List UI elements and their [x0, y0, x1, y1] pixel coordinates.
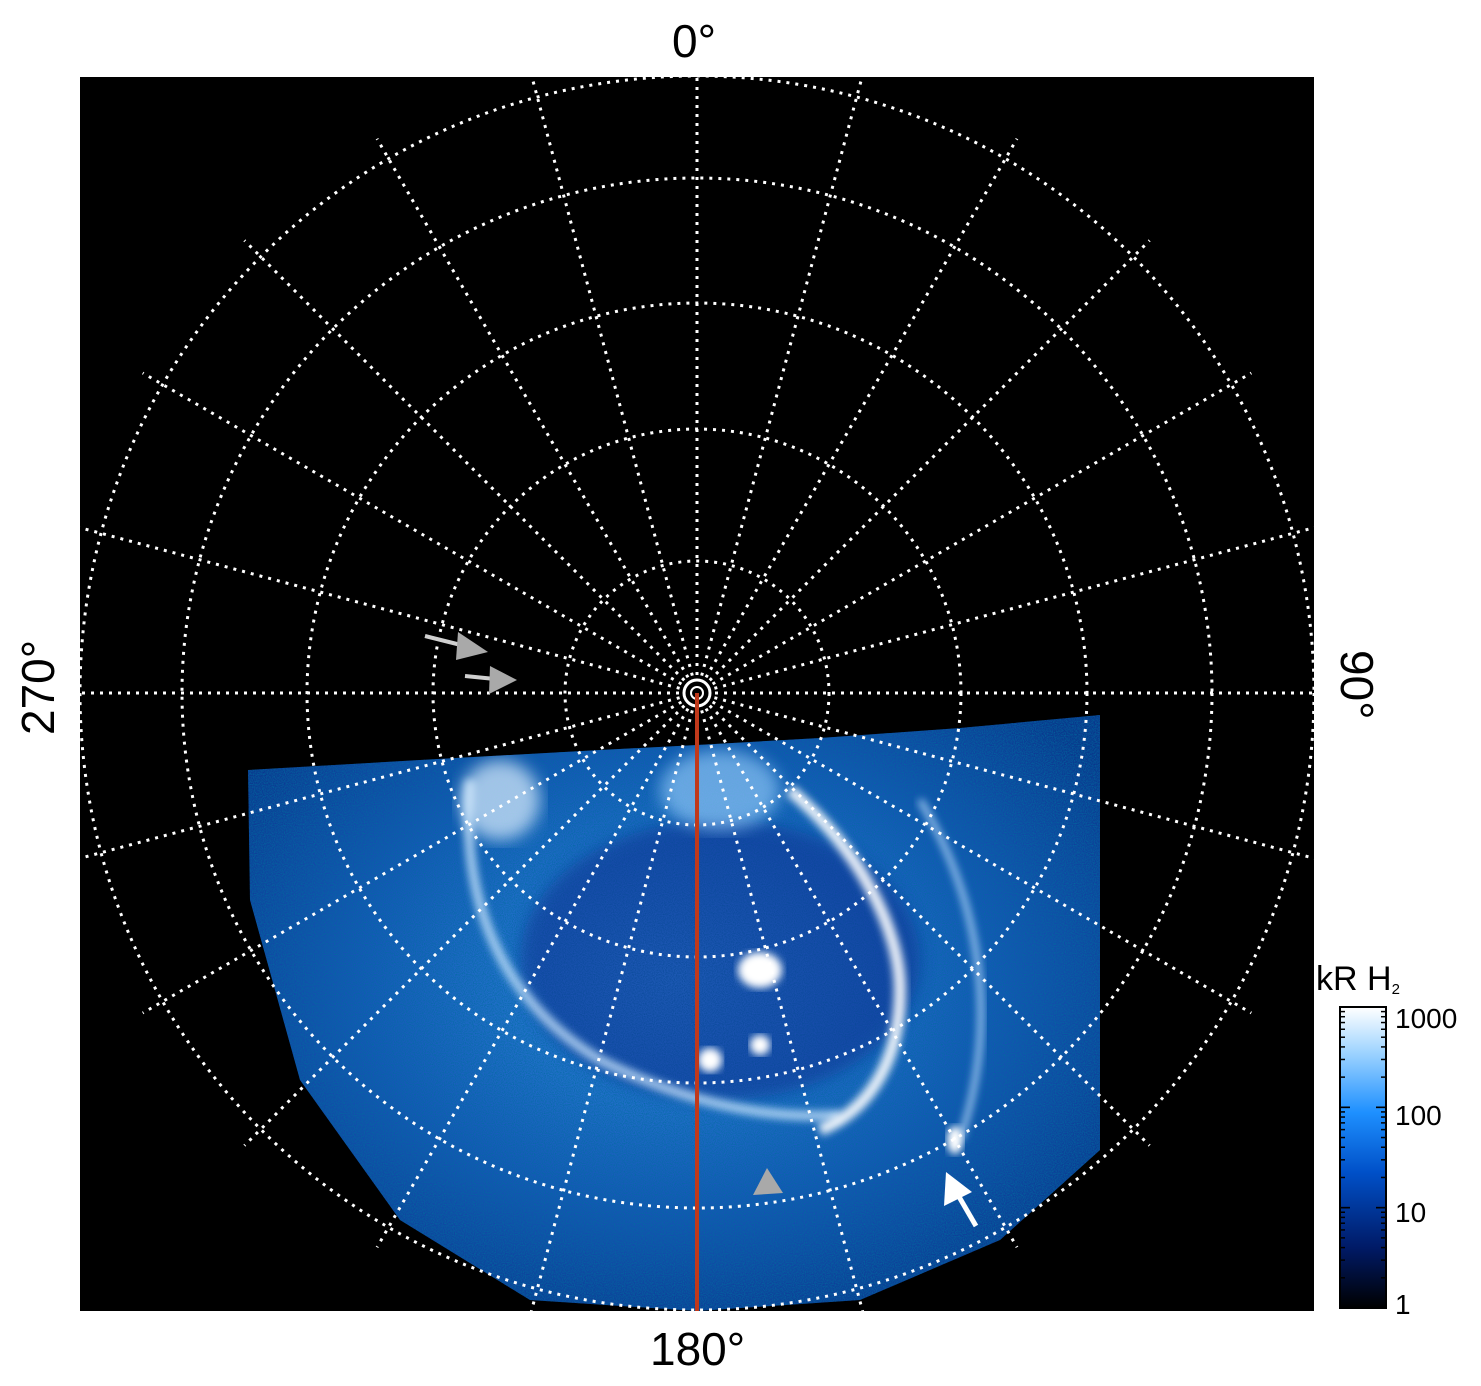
- arrow-gray-lower: [464, 666, 517, 694]
- colorbar-tick-label: 10: [1395, 1197, 1427, 1228]
- colorbar-tick-label: 1000: [1395, 1003, 1458, 1034]
- colorbar: [1339, 1006, 1387, 1309]
- arrowhead-gray-bottom: [753, 1168, 783, 1195]
- colorbar-ticks: [1340, 1006, 1386, 1309]
- colorbar-title-subscript: 2: [1391, 981, 1400, 998]
- colorbar-title-text: kR H: [1316, 960, 1392, 998]
- angle-label-90: 90°: [1331, 650, 1383, 720]
- angle-label-270: 270°: [12, 639, 64, 735]
- angle-label-0: 0°: [672, 15, 716, 67]
- arrow-gray-upper: [424, 632, 488, 660]
- colorbar-tick-label: 100: [1395, 1100, 1442, 1131]
- arrow-white: [944, 1172, 979, 1228]
- colorbar-title: kR H2: [1316, 960, 1400, 999]
- aurora-emission: [248, 715, 1100, 1311]
- colorbar-tick-label: 1: [1395, 1289, 1411, 1320]
- angle-label-180: 180°: [650, 1323, 746, 1375]
